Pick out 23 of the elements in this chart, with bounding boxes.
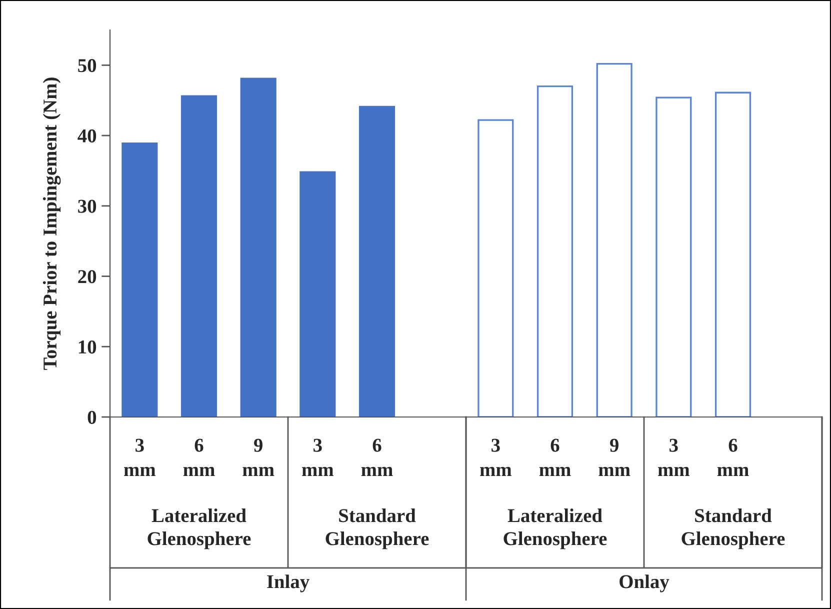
y-tick-label: 30	[78, 200, 96, 213]
x-tick-label: 6 mm	[183, 438, 215, 476]
y-tick-label: 10	[78, 340, 96, 354]
x-tick-label: 9 mm	[598, 438, 630, 476]
x-tick-label: 6 mm	[361, 438, 393, 476]
text: Inlay	[267, 574, 310, 592]
text: Standard Glenosphere	[326, 508, 429, 550]
text: Lateralized Glenosphere	[148, 508, 251, 550]
y-tick-label: 50	[78, 59, 96, 72]
x-tick-label: 3 mm	[658, 438, 690, 476]
text: Onlay	[620, 574, 670, 592]
text: Lateralized Glenosphere	[504, 508, 607, 550]
x-tick-label: 3 mm	[480, 438, 512, 476]
x-tick-label: 3 mm	[124, 438, 156, 476]
y-tick-label: 0	[88, 410, 96, 424]
x-tick-label: 9 mm	[242, 438, 274, 476]
text: Standard Glenosphere	[682, 508, 785, 550]
x-tick-label: 3 mm	[302, 438, 334, 476]
y-axis-title: Torque Prior to Impingement (Nm)	[42, 78, 61, 370]
x-tick-label: 6 mm	[717, 438, 749, 476]
x-tick-label: 6 mm	[539, 438, 571, 476]
y-tick-label: 20	[78, 270, 96, 284]
y-tick-label: 40	[78, 129, 96, 142]
